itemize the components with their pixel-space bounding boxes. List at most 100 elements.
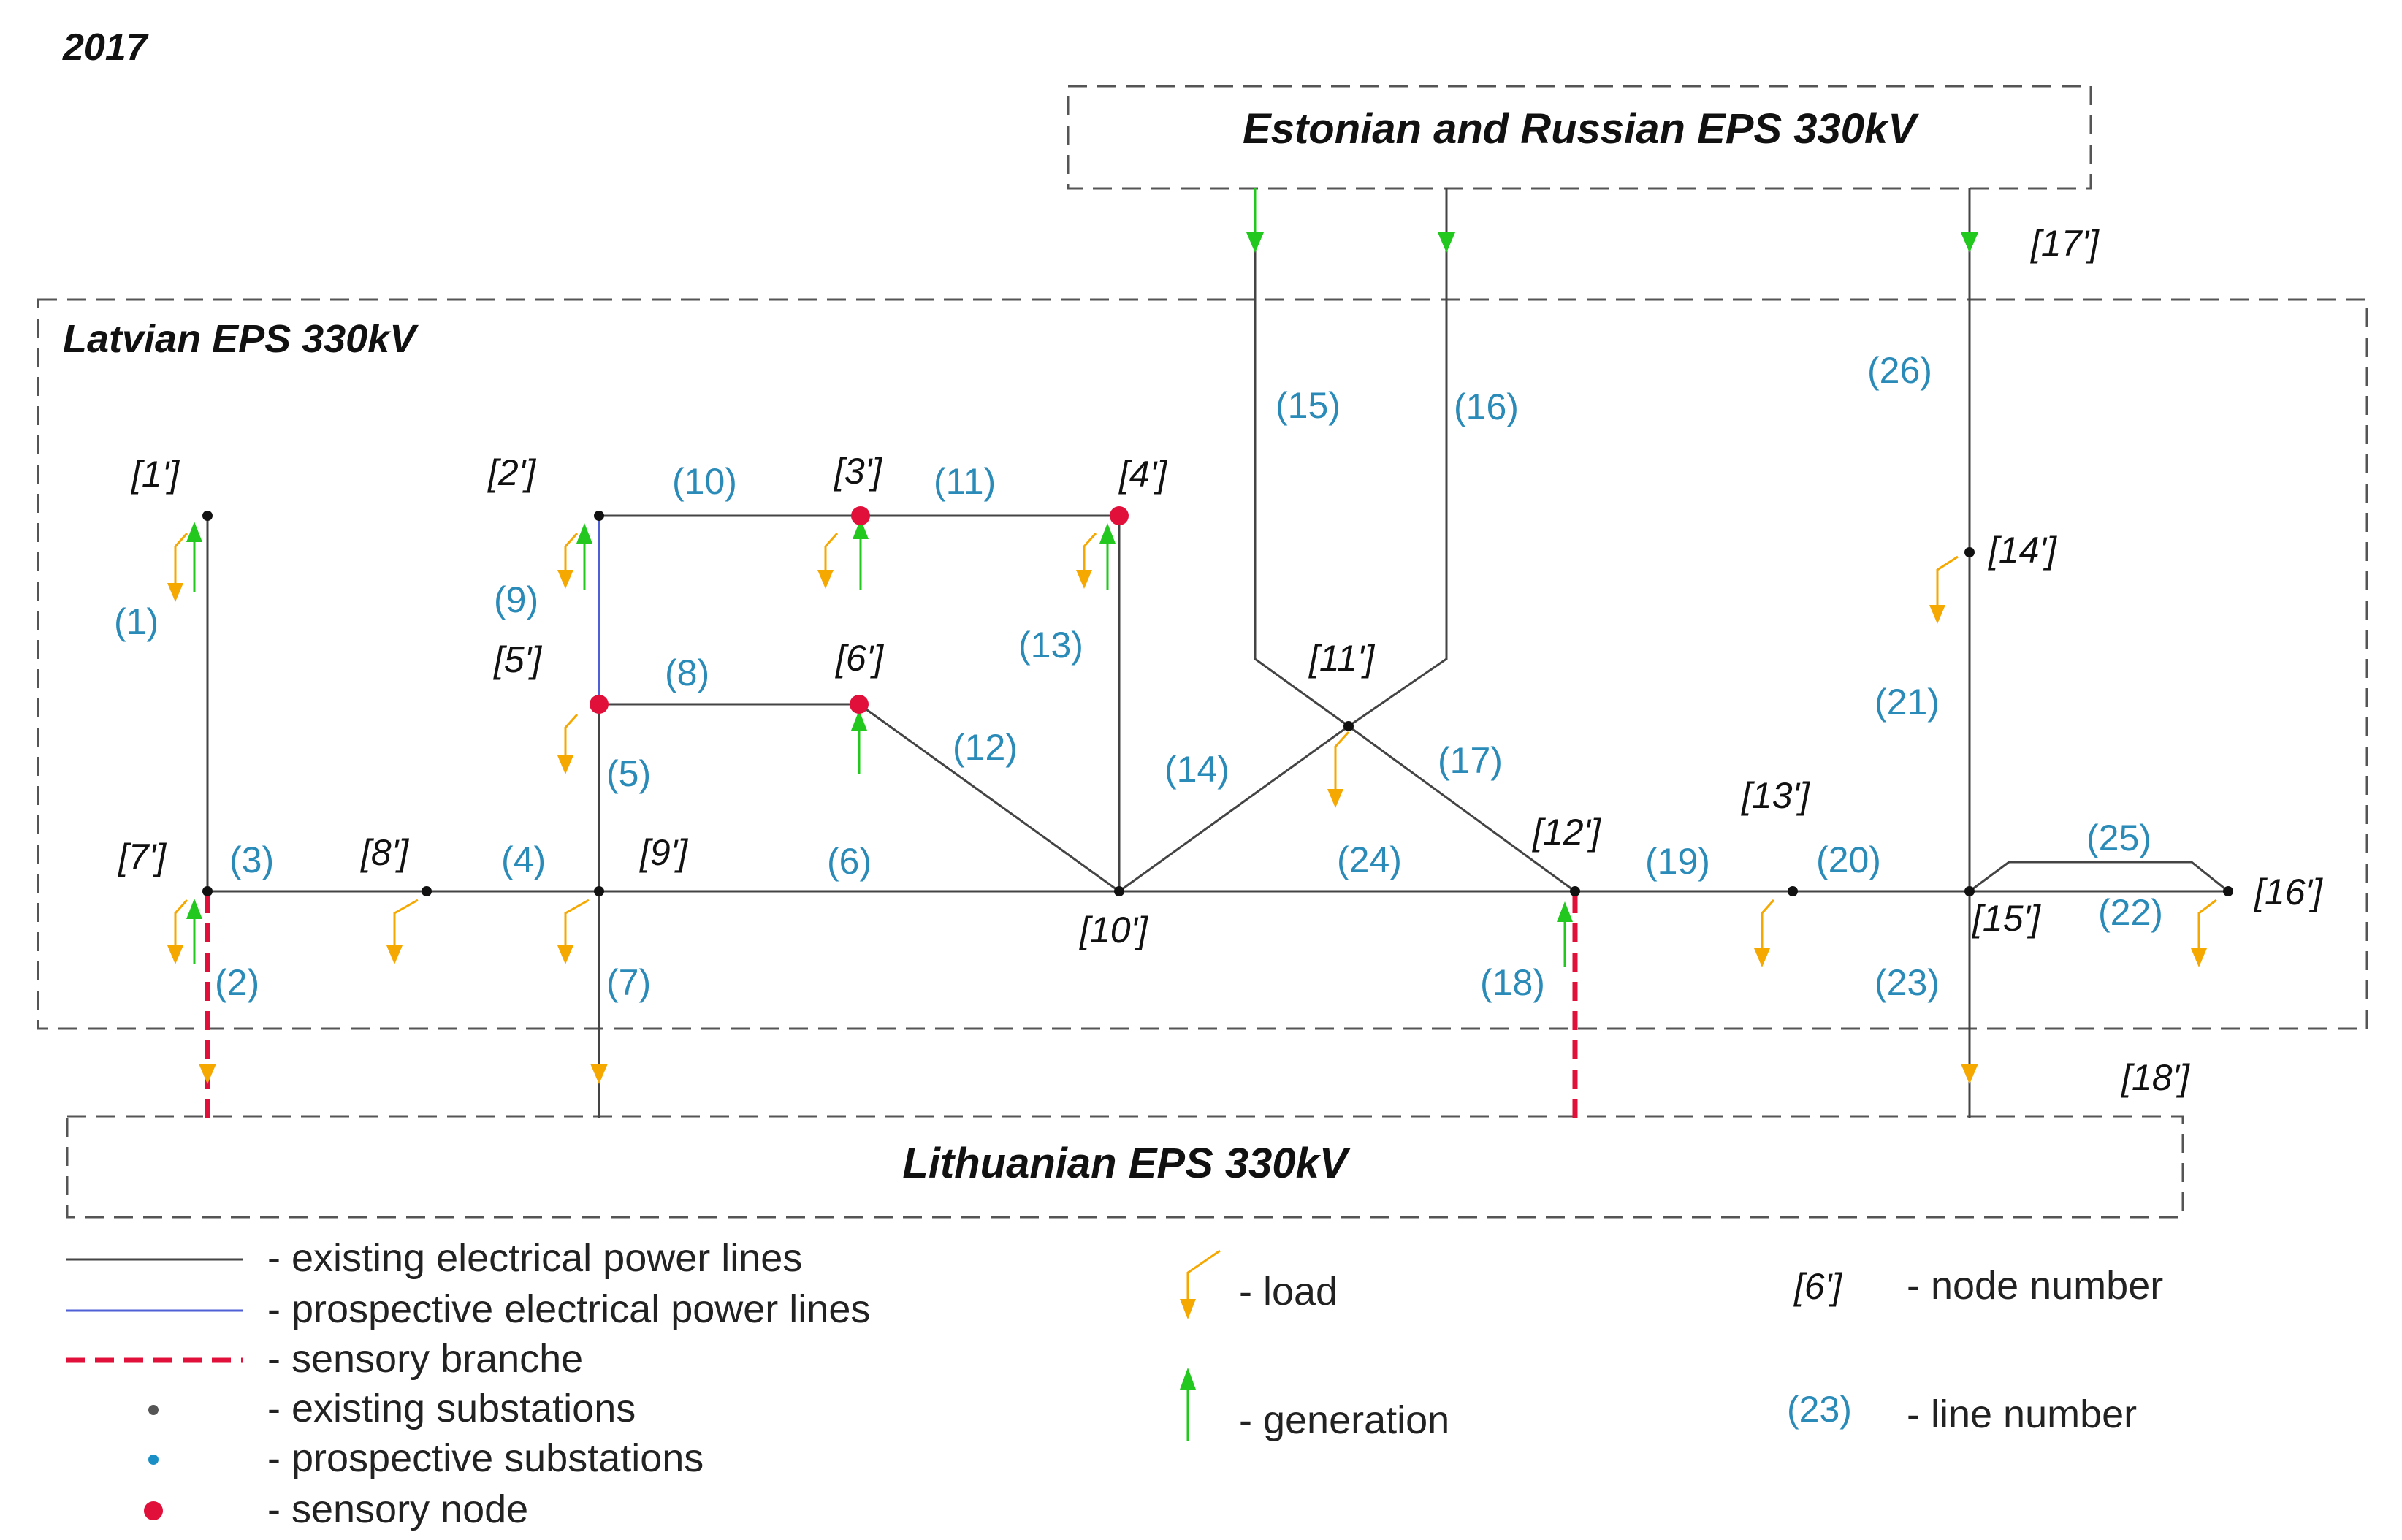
- gen-12: [1557, 901, 1573, 967]
- line-label-20: (20): [1816, 839, 1881, 880]
- substation-1: [202, 511, 213, 521]
- line-label-15: (15): [1276, 385, 1341, 426]
- load-5: [557, 714, 579, 774]
- substation-12: [1570, 886, 1580, 896]
- line-14: [1118, 725, 1349, 893]
- line-label-9: (9): [494, 579, 538, 620]
- line-label-3: (3): [229, 839, 274, 880]
- lithuanian-eps-box: [66, 1115, 2184, 1219]
- substation-16: [2223, 886, 2233, 896]
- line-label-22: (22): [2098, 892, 2163, 933]
- legend-prospective-substations: - prospective substations: [267, 1436, 704, 1480]
- node-label-11: [11']: [1308, 638, 1375, 679]
- line-label-24: (24): [1337, 839, 1402, 880]
- legend-prospective-substation-dot: [148, 1455, 159, 1465]
- line-label-6: (6): [827, 841, 872, 882]
- legend-line-number: - line number: [1907, 1392, 2137, 1436]
- estonian-russian-eps-title: Estonian and Russian EPS 330kV: [1243, 105, 1919, 153]
- node-label-9: [9']: [639, 832, 688, 873]
- node-label-13: [13']: [1741, 775, 1810, 816]
- sensory-nodes: [590, 506, 1129, 714]
- node-label-16: [16']: [2254, 872, 2323, 912]
- legend-existing-lines: - existing electrical power lines: [267, 1236, 802, 1280]
- node-label-1: [1']: [131, 454, 180, 495]
- load-8: [386, 899, 419, 964]
- gen-4: [1099, 523, 1116, 590]
- line-label-25: (25): [2086, 817, 2151, 858]
- gen-2: [576, 523, 592, 590]
- node-label-4: [4']: [1118, 454, 1167, 495]
- line-label-17: (17): [1438, 740, 1503, 781]
- inter-system-arrows: [199, 188, 1978, 1084]
- substation-13: [1788, 886, 1798, 896]
- line-label-1: (1): [114, 601, 159, 642]
- load-13: [1754, 899, 1775, 967]
- load-9: [557, 899, 590, 964]
- lithuanian-eps-title: Lithuanian EPS 330kV: [902, 1140, 1351, 1187]
- node-label-6: [6']: [835, 638, 884, 679]
- gen-1: [186, 522, 202, 592]
- legend-node-number-example: [6']: [1793, 1266, 1842, 1307]
- node-label-17: [17']: [2030, 223, 2100, 264]
- legend-existing-substations: - existing substations: [267, 1387, 636, 1430]
- node-label-12: [12']: [1532, 812, 1601, 853]
- line-label-2: (2): [215, 962, 259, 1003]
- load-arrow-7: [590, 1064, 608, 1084]
- sensory-node-3: [851, 506, 870, 525]
- node-label-2: [2']: [487, 452, 536, 493]
- line-label-5: (5): [606, 753, 651, 794]
- legend-node-number: - node number: [1907, 1264, 2163, 1308]
- legend-generation: - generation: [1239, 1398, 1449, 1442]
- load-14: [1929, 555, 1959, 624]
- node-labels: [1'] [2'] [3'] [4'] [5'] [6'] [7'] [8'] …: [118, 223, 2323, 1098]
- generation-arrow-15: [1246, 188, 1264, 253]
- line-label-12: (12): [953, 727, 1018, 768]
- legend-sensory-node: - sensory node: [267, 1487, 528, 1531]
- legend-sensory-node-dot: [144, 1501, 163, 1520]
- substation-15: [1964, 886, 1975, 896]
- load-arrow-23: [1961, 1064, 1978, 1084]
- line-label-13: (13): [1018, 625, 1083, 666]
- line-label-7: (7): [606, 962, 651, 1003]
- load-4: [1076, 533, 1097, 589]
- year-label: 2017: [62, 26, 149, 69]
- node-label-3: [3']: [834, 451, 882, 492]
- sensory-node-4: [1110, 506, 1129, 525]
- line-label-14: (14): [1164, 749, 1229, 790]
- load-16: [2191, 899, 2217, 967]
- line-label-26: (26): [1867, 350, 1932, 391]
- load-1: [167, 533, 188, 602]
- load-arrow-2: [199, 1064, 216, 1084]
- line-label-23: (23): [1875, 962, 1940, 1003]
- legend-load: - load: [1239, 1270, 1338, 1314]
- substation-11: [1343, 721, 1354, 731]
- legend-existing-substation-dot: [148, 1405, 159, 1415]
- legend-generation-icon: [1180, 1368, 1196, 1441]
- load-3: [817, 533, 839, 589]
- sensory-branches: [205, 894, 1578, 1118]
- gen-6: [851, 710, 867, 774]
- line-label-18: (18): [1480, 962, 1545, 1003]
- substation-7: [202, 886, 213, 896]
- line-labels: (1) (2) (3) (4) (5) (6) (7) (8) (9) (10)…: [114, 350, 2163, 1003]
- latvian-eps-title: Latvian EPS 330kV: [63, 317, 419, 361]
- line-label-10: (10): [672, 461, 737, 502]
- substation-8: [422, 886, 432, 896]
- generation-arrow-16: [1438, 232, 1455, 253]
- line-label-11: (11): [934, 461, 996, 502]
- gen-3: [853, 519, 869, 590]
- node-label-5: [5']: [493, 639, 542, 680]
- line-17: [1348, 725, 1576, 893]
- gen-7: [186, 899, 202, 964]
- legend: - existing electrical power lines - pros…: [66, 1236, 2163, 1531]
- sensory-node-6: [850, 695, 869, 714]
- generation-arrow-17: [1961, 232, 1978, 253]
- legend-prospective-lines: - prospective electrical power lines: [267, 1287, 870, 1331]
- load-7: [167, 899, 188, 964]
- substations: [202, 511, 2233, 896]
- legend-line-number-example: (23): [1787, 1389, 1852, 1430]
- latvian-eps-box: [37, 298, 2368, 1030]
- line-label-21: (21): [1875, 682, 1940, 723]
- substation-10: [1114, 886, 1124, 896]
